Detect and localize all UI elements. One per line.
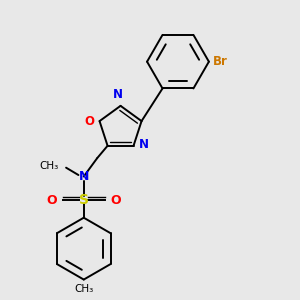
Text: CH₃: CH₃ (40, 161, 59, 171)
Text: O: O (46, 194, 57, 207)
Text: O: O (110, 194, 121, 207)
Text: Br: Br (213, 55, 228, 68)
Text: N: N (139, 138, 149, 151)
Text: S: S (79, 193, 89, 207)
Text: N: N (79, 170, 89, 183)
Text: O: O (84, 115, 94, 128)
Text: CH₃: CH₃ (74, 284, 93, 294)
Text: N: N (113, 88, 123, 101)
